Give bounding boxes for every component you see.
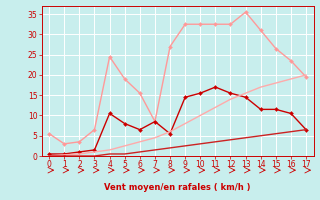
X-axis label: Vent moyen/en rafales ( km/h ): Vent moyen/en rafales ( km/h ) [104, 183, 251, 192]
